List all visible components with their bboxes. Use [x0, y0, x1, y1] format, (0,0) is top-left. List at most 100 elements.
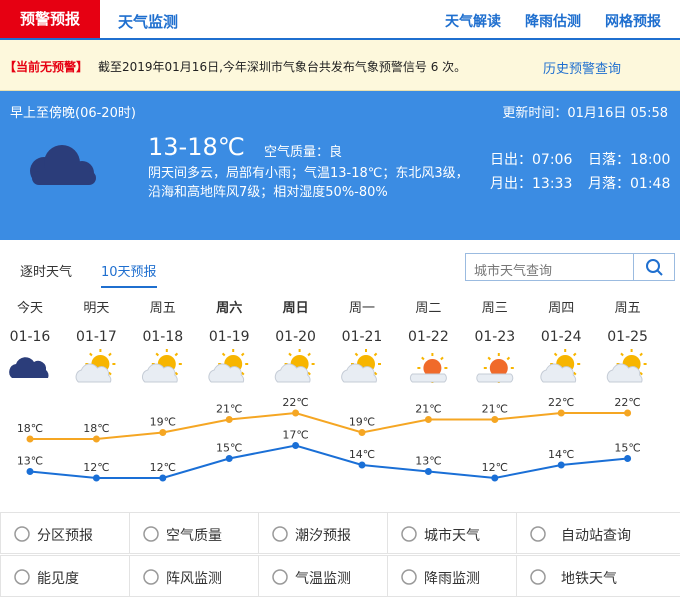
service-label: 降雨监测 — [424, 571, 480, 587]
date-label: 01-25 — [607, 329, 648, 345]
sun-ray — [506, 356, 511, 361]
service-item[interactable]: 潮汐预报 — [258, 512, 388, 554]
sun-ray — [421, 356, 425, 361]
service-item[interactable]: 城市天气 — [387, 512, 517, 554]
nav-tab[interactable]: 天气监测 — [118, 13, 179, 31]
sun-ray — [108, 371, 112, 376]
sun-ray — [572, 352, 577, 357]
alert-link[interactable]: 历史预警查询 — [543, 62, 622, 77]
service-label: 分区预报 — [37, 528, 93, 544]
service-label: 自动站查询 — [561, 528, 631, 544]
service-label: 气温监测 — [295, 571, 351, 587]
low-point — [491, 474, 499, 482]
search-button[interactable] — [633, 254, 675, 280]
tab[interactable]: 逐时天气 — [20, 265, 73, 280]
cloud — [208, 363, 245, 383]
date-label: 01-16 — [10, 329, 51, 345]
day-label: 周一 — [349, 301, 375, 316]
sun-ray — [639, 371, 643, 376]
low-point — [624, 455, 632, 462]
high-point — [292, 409, 300, 417]
service-label: 阵风监测 — [166, 571, 222, 587]
sun-ray — [373, 371, 378, 376]
weather-icon — [142, 349, 182, 383]
service-item[interactable]: 空气质量 — [129, 512, 259, 554]
high-label: 21℃ — [216, 403, 242, 416]
high-point — [557, 409, 565, 417]
low-point — [159, 474, 167, 482]
sun-ray — [221, 352, 226, 357]
service-item[interactable]: 气温监测 — [258, 555, 388, 597]
sun — [423, 359, 442, 377]
high-point — [358, 429, 366, 436]
date-label: 01-19 — [209, 329, 250, 345]
service-item[interactable]: 能见度 — [0, 555, 130, 597]
sun-ray — [108, 352, 112, 357]
sun-time: 日落：18:00 — [588, 152, 671, 168]
low-label: 13℃ — [17, 455, 43, 468]
high-point — [624, 409, 632, 417]
nav-tab[interactable]: 预警预报 — [0, 0, 100, 38]
high-point — [491, 416, 499, 423]
sun-ray — [440, 356, 444, 361]
date-label: 01-21 — [342, 329, 383, 345]
today-temp: 13-18℃ — [148, 133, 245, 161]
nav-bar: 预警预报 天气监测 天气解读 降雨估测 网格预报 — [0, 0, 680, 40]
weather-icon — [75, 349, 116, 383]
date-label: 01-20 — [275, 329, 316, 345]
service-item[interactable]: 地铁天气 — [516, 555, 680, 597]
service-label: 空气质量 — [166, 528, 222, 544]
low-point — [424, 468, 432, 475]
service-label: 地铁天气 — [561, 571, 617, 587]
high-label: 18℃ — [83, 422, 109, 435]
service-item[interactable]: 阵风监测 — [129, 555, 259, 597]
low-label: 14℃ — [349, 448, 375, 461]
service-icon — [401, 569, 417, 585]
low-label: 12℃ — [83, 461, 109, 474]
tab-active[interactable]: 10天预报 — [101, 261, 157, 288]
today-panel: 早上至傍晚(06-20时) 更新时间：01月16日 05:58 13-18℃ 空… — [0, 91, 680, 240]
service-icon — [272, 569, 288, 585]
nav-link[interactable]: 网格预报 — [605, 14, 661, 30]
day-label: 周二 — [415, 301, 441, 316]
day-label: 周六 — [216, 300, 242, 316]
search-box[interactable]: 城市天气查询 — [465, 253, 675, 281]
date-label: 01-22 — [408, 329, 449, 345]
cloud — [75, 363, 112, 383]
service-icon — [401, 526, 417, 542]
high-label: 21℃ — [415, 403, 441, 416]
day-label: 周日 — [283, 301, 309, 316]
nav-link[interactable]: 降雨估测 — [525, 14, 581, 30]
sun-ray — [354, 352, 359, 357]
sun-ray — [307, 371, 311, 376]
weather-icon — [606, 349, 647, 383]
cloud-icon — [30, 145, 96, 185]
high-point — [92, 435, 100, 443]
low-label: 15℃ — [216, 442, 242, 455]
date-label: 01-23 — [474, 329, 515, 345]
service-label: 能见度 — [37, 571, 79, 587]
cloud — [606, 363, 643, 383]
low-label: 12℃ — [150, 461, 176, 474]
cloud — [476, 373, 514, 383]
nav-link[interactable]: 天气解读 — [445, 14, 501, 30]
low-point — [225, 455, 233, 462]
service-item[interactable]: 降雨监测 — [387, 555, 517, 597]
low-point — [92, 474, 100, 482]
moon-time: 月出：13:33 — [490, 176, 573, 192]
forecast-chart: 今天 01-16 明天 01-17 周五 01-18 周六 01-19 周日 01-20 周一 01-… — [9, 300, 648, 482]
weather-icon — [274, 349, 315, 383]
cloud — [409, 373, 447, 383]
air-quality: 空气质量：良 — [264, 145, 343, 160]
search-icon — [646, 259, 663, 276]
service-item[interactable]: 自动站查询 — [516, 512, 680, 554]
service-item[interactable]: 分区预报 — [0, 512, 130, 554]
service-grid: 分区预报 空气质量 潮汐预报 城市天气 自动站查询能见度 阵风监测 气温监测 降雨监测 地铁天气 — [0, 512, 680, 599]
day-label: 周四 — [548, 301, 574, 316]
high-label: 21℃ — [482, 403, 508, 416]
moon-time: 月落：01:48 — [588, 176, 671, 192]
service-label: 城市天气 — [424, 528, 480, 544]
low-line — [29, 444, 628, 480]
high-line — [30, 411, 628, 440]
